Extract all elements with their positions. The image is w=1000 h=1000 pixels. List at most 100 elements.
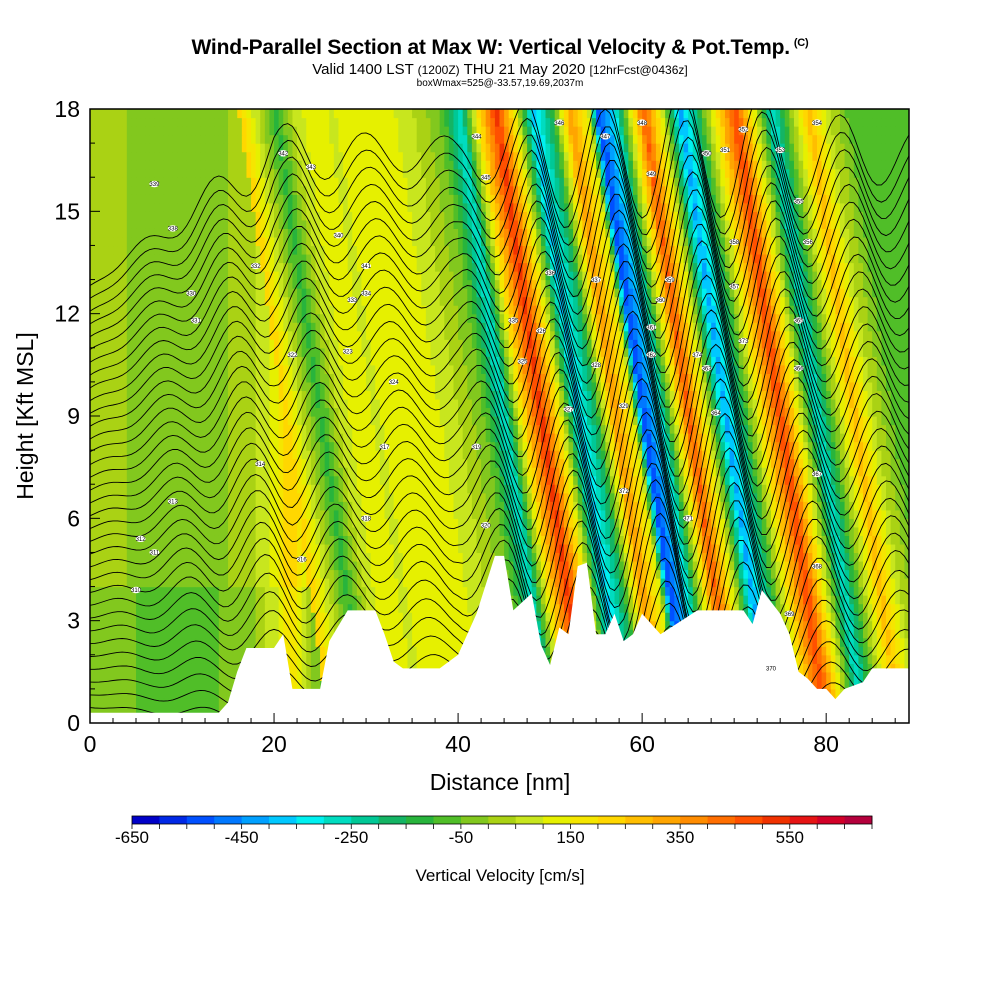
velocity-cell bbox=[858, 543, 864, 554]
velocity-cell bbox=[209, 663, 215, 673]
velocity-cell bbox=[393, 492, 399, 502]
velocity-cell bbox=[237, 560, 243, 571]
velocity-cell bbox=[209, 705, 215, 716]
velocity-cell bbox=[858, 484, 864, 494]
velocity-cell bbox=[333, 552, 340, 562]
velocity-cell bbox=[660, 509, 666, 519]
velocity-cell bbox=[430, 654, 436, 664]
velocity-cell bbox=[94, 688, 100, 699]
velocity-cell bbox=[205, 595, 211, 605]
velocity-cell bbox=[241, 629, 248, 639]
velocity-cell bbox=[172, 637, 179, 647]
velocity-cell bbox=[195, 705, 202, 716]
velocity-cell bbox=[195, 535, 202, 545]
velocity-cell bbox=[743, 578, 749, 588]
velocity-cell bbox=[839, 629, 846, 639]
velocity-cell bbox=[145, 688, 151, 699]
velocity-cell bbox=[462, 535, 468, 545]
velocity-cell bbox=[453, 518, 459, 528]
velocity-cell bbox=[407, 603, 413, 613]
velocity-cell bbox=[292, 518, 298, 528]
velocity-cell bbox=[770, 526, 777, 536]
velocity-cell bbox=[614, 569, 620, 579]
velocity-cell bbox=[283, 509, 289, 519]
velocity-cell bbox=[559, 612, 565, 622]
velocity-cell bbox=[301, 637, 307, 647]
velocity-cell bbox=[471, 509, 478, 519]
velocity-cell bbox=[131, 578, 137, 588]
velocity-cell bbox=[177, 637, 183, 647]
velocity-cell bbox=[490, 509, 496, 519]
velocity-cell bbox=[453, 492, 459, 502]
velocity-cell bbox=[393, 560, 399, 571]
velocity-cell bbox=[195, 518, 202, 528]
velocity-cell bbox=[333, 620, 340, 630]
velocity-cell bbox=[297, 543, 303, 554]
velocity-cell bbox=[628, 595, 634, 605]
velocity-cell bbox=[186, 526, 192, 536]
velocity-cell bbox=[651, 518, 657, 528]
velocity-cell bbox=[770, 595, 777, 605]
velocity-cell bbox=[692, 569, 698, 579]
velocity-cell bbox=[310, 484, 317, 494]
velocity-cell bbox=[191, 612, 197, 622]
velocity-cell bbox=[628, 492, 634, 502]
velocity-cell bbox=[389, 603, 395, 613]
velocity-cell bbox=[885, 620, 892, 630]
velocity-cell bbox=[462, 484, 468, 494]
velocity-cell bbox=[876, 578, 882, 588]
velocity-cell bbox=[540, 560, 547, 571]
velocity-cell bbox=[306, 552, 312, 562]
velocity-cell bbox=[200, 552, 206, 562]
velocity-cell bbox=[655, 543, 662, 554]
velocity-cell bbox=[481, 535, 487, 545]
velocity-cell bbox=[94, 518, 100, 528]
velocity-cell bbox=[283, 518, 289, 528]
velocity-cell bbox=[697, 484, 703, 494]
velocity-cell bbox=[329, 509, 335, 519]
velocity-cell bbox=[793, 543, 800, 554]
velocity-cell bbox=[899, 612, 905, 622]
velocity-cell bbox=[177, 535, 183, 545]
velocity-cell bbox=[163, 603, 169, 613]
velocity-cell bbox=[830, 646, 836, 656]
velocity-cell bbox=[108, 637, 114, 647]
velocity-cell bbox=[306, 484, 312, 494]
velocity-cell bbox=[255, 560, 261, 571]
velocity-cell bbox=[108, 526, 114, 536]
velocity-cell bbox=[425, 637, 432, 647]
velocity-cell bbox=[361, 492, 367, 502]
velocity-cell bbox=[402, 509, 409, 519]
velocity-cell bbox=[642, 484, 648, 494]
velocity-cell bbox=[260, 569, 266, 579]
velocity-cell bbox=[513, 484, 519, 494]
velocity-cell bbox=[260, 552, 266, 562]
velocity-cell bbox=[729, 552, 735, 562]
velocity-cell bbox=[191, 578, 197, 588]
velocity-cell bbox=[757, 560, 763, 571]
velocity-cell bbox=[122, 654, 128, 664]
velocity-cell bbox=[168, 518, 174, 528]
velocity-cell bbox=[320, 484, 326, 494]
velocity-cell bbox=[563, 552, 570, 562]
velocity-cell bbox=[182, 492, 188, 502]
velocity-cell bbox=[168, 535, 174, 545]
velocity-cell bbox=[586, 501, 593, 511]
velocity-cell bbox=[485, 526, 491, 536]
velocity-cell bbox=[416, 637, 422, 647]
velocity-cell bbox=[522, 569, 528, 579]
velocity-cell bbox=[458, 578, 464, 588]
velocity-cell bbox=[591, 578, 597, 588]
velocity-cell bbox=[140, 526, 146, 536]
velocity-cell bbox=[186, 569, 192, 579]
velocity-cell bbox=[508, 509, 514, 519]
velocity-cell bbox=[301, 663, 307, 673]
velocity-cell bbox=[830, 663, 836, 673]
velocity-cell bbox=[430, 484, 436, 494]
velocity-cell bbox=[651, 569, 657, 579]
velocity-cell bbox=[287, 620, 294, 630]
velocity-cell bbox=[402, 535, 409, 545]
velocity-cell bbox=[99, 654, 105, 664]
velocity-cell bbox=[430, 646, 436, 656]
